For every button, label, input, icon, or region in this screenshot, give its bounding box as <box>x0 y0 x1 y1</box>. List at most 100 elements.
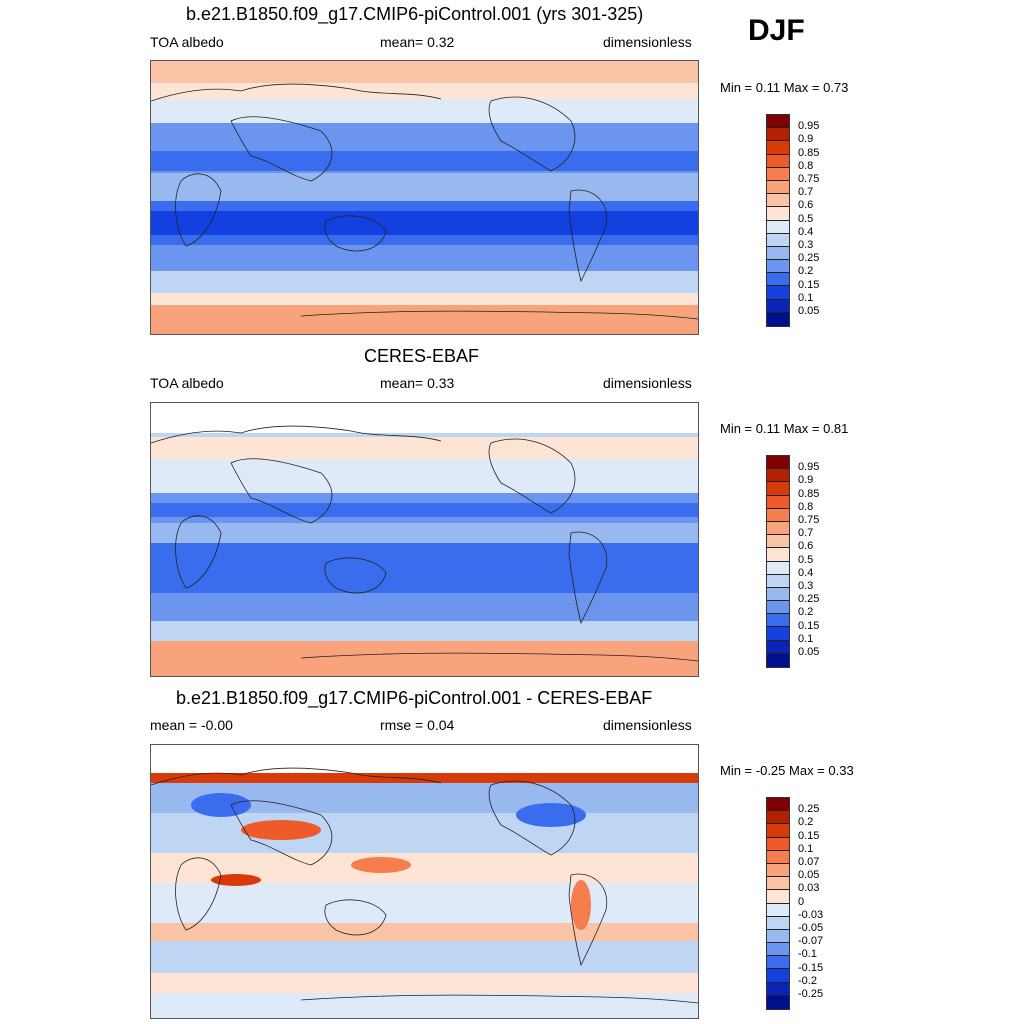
colorbar-swatch <box>767 929 789 944</box>
colorbar-swatch <box>767 194 789 208</box>
colorbar-swatch <box>767 233 789 247</box>
map-band <box>151 61 698 83</box>
panel-1-colorbar <box>766 114 790 327</box>
map-anomaly <box>571 880 591 930</box>
panel-2-map <box>150 402 699 677</box>
colorbar-swatch <box>767 521 789 536</box>
colorbar-tick-label: 0.6 <box>798 540 814 553</box>
panel-2-minmax: Min = 0.11 Max = 0.81 <box>720 421 849 436</box>
colorbar-tick-label: 0.3 <box>798 580 814 592</box>
map-band <box>151 941 698 973</box>
colorbar-swatch <box>767 824 789 838</box>
colorbar-swatch <box>767 956 789 970</box>
panel-2-colorbar <box>766 455 790 668</box>
map-band <box>151 305 698 334</box>
colorbar-tick-label: -0.1 <box>798 948 817 961</box>
colorbar-swatch <box>767 167 789 181</box>
colorbar-swatch <box>767 614 789 628</box>
map-anomaly <box>191 793 251 817</box>
map-band <box>151 621 698 641</box>
colorbar-tick-label: 0.8 <box>798 500 814 513</box>
colorbar-tick-label: -0.2 <box>798 974 817 987</box>
colorbar-tick-label: 0.05 <box>798 869 820 882</box>
map-band <box>151 83 698 99</box>
map-band <box>151 293 698 305</box>
colorbar-tick-label: 0.07 <box>798 856 820 868</box>
panel-3-colorbar <box>766 797 790 1010</box>
map-band <box>151 923 698 941</box>
colorbar-swatch <box>767 903 789 917</box>
colorbar-swatch <box>767 141 789 155</box>
colorbar-swatch <box>767 469 789 483</box>
colorbar-tick-label: 0.8 <box>798 159 814 172</box>
colorbar-tick-label: 0.2 <box>798 606 814 619</box>
colorbar-swatch <box>767 246 789 261</box>
panel-3-title: b.e21.B1850.f09_g17.CMIP6-piControl.001 … <box>176 688 653 708</box>
colorbar-tick-label: 0.25 <box>798 803 820 816</box>
colorbar-swatch <box>767 890 789 904</box>
map-band <box>151 151 698 171</box>
panel-1-units: dimensionless <box>603 34 692 50</box>
colorbar-swatch <box>767 837 789 851</box>
colorbar-tick-label: -0.25 <box>798 988 824 1000</box>
map-band <box>151 813 698 853</box>
panel-1-title: b.e21.B1850.f09_g17.CMIP6-piControl.001 … <box>186 4 644 24</box>
map-band <box>151 245 698 271</box>
colorbar-swatch <box>767 456 789 470</box>
colorbar-tick-label: 0.3 <box>798 239 814 251</box>
colorbar-tick-label: 0.5 <box>798 212 814 225</box>
colorbar-swatch <box>767 207 789 221</box>
colorbar-tick-label: 0.9 <box>798 133 814 146</box>
colorbar-swatch <box>767 969 789 983</box>
map-band <box>151 973 698 993</box>
colorbar-tick-label: 0.9 <box>798 474 814 487</box>
map-band <box>151 403 698 433</box>
map-anomaly <box>351 857 411 873</box>
colorbar-swatch <box>767 877 789 891</box>
colorbar-swatch <box>767 312 789 326</box>
map-band <box>151 433 698 437</box>
colorbar-swatch <box>767 561 789 575</box>
colorbar-tick-label: 0.7 <box>798 186 814 199</box>
map-band <box>151 211 698 235</box>
colorbar-tick-label: -0.07 <box>798 935 824 948</box>
coastlines <box>151 767 698 1004</box>
map-anomaly <box>211 874 261 886</box>
colorbar-swatch <box>767 273 789 287</box>
colorbar-swatch <box>767 863 789 878</box>
colorbar-tick-label: -0.15 <box>798 961 824 974</box>
colorbar-swatch <box>767 943 789 957</box>
colorbar-tick-label: -0.03 <box>798 908 824 921</box>
colorbar-tick-label: 0.03 <box>798 882 820 895</box>
colorbar-swatch <box>767 260 789 274</box>
colorbar-swatch <box>767 128 789 142</box>
map-band <box>151 543 698 593</box>
colorbar-swatch <box>767 495 789 509</box>
colorbar-swatch <box>767 180 789 195</box>
panel-3-rmse: rmse = 0.04 <box>380 717 455 733</box>
colorbar-tick-label: 0.15 <box>798 278 820 291</box>
colorbar-tick-label: 0.95 <box>798 461 820 474</box>
panel-2-variable: TOA albedo <box>150 375 224 391</box>
colorbar-swatch <box>767 286 789 300</box>
map-band <box>151 593 698 621</box>
panel-2-mean: mean= 0.33 <box>380 375 455 391</box>
colorbar-swatch <box>767 482 789 496</box>
colorbar-swatch <box>767 535 789 549</box>
colorbar-swatch <box>767 220 789 234</box>
colorbar-swatch <box>767 916 789 930</box>
colorbar-swatch <box>767 653 789 667</box>
colorbar-tick-label: 0.85 <box>798 487 820 500</box>
map-band <box>151 993 698 1018</box>
colorbar-tick-label: 0.1 <box>798 842 814 855</box>
panel-3-minmax: Min = -0.25 Max = 0.33 <box>720 763 854 778</box>
colorbar-tick-label: 0.1 <box>798 632 814 645</box>
map-band <box>151 883 698 923</box>
panel-3-units: dimensionless <box>603 717 692 733</box>
panel-1-minmax: Min = 0.11 Max = 0.73 <box>720 80 849 95</box>
panel-1-variable: TOA albedo <box>150 34 224 50</box>
map-band <box>151 773 698 783</box>
colorbar-tick-label: 0.15 <box>798 829 820 842</box>
colorbar-swatch <box>767 587 789 602</box>
panel-1-mean: mean= 0.32 <box>380 34 455 50</box>
